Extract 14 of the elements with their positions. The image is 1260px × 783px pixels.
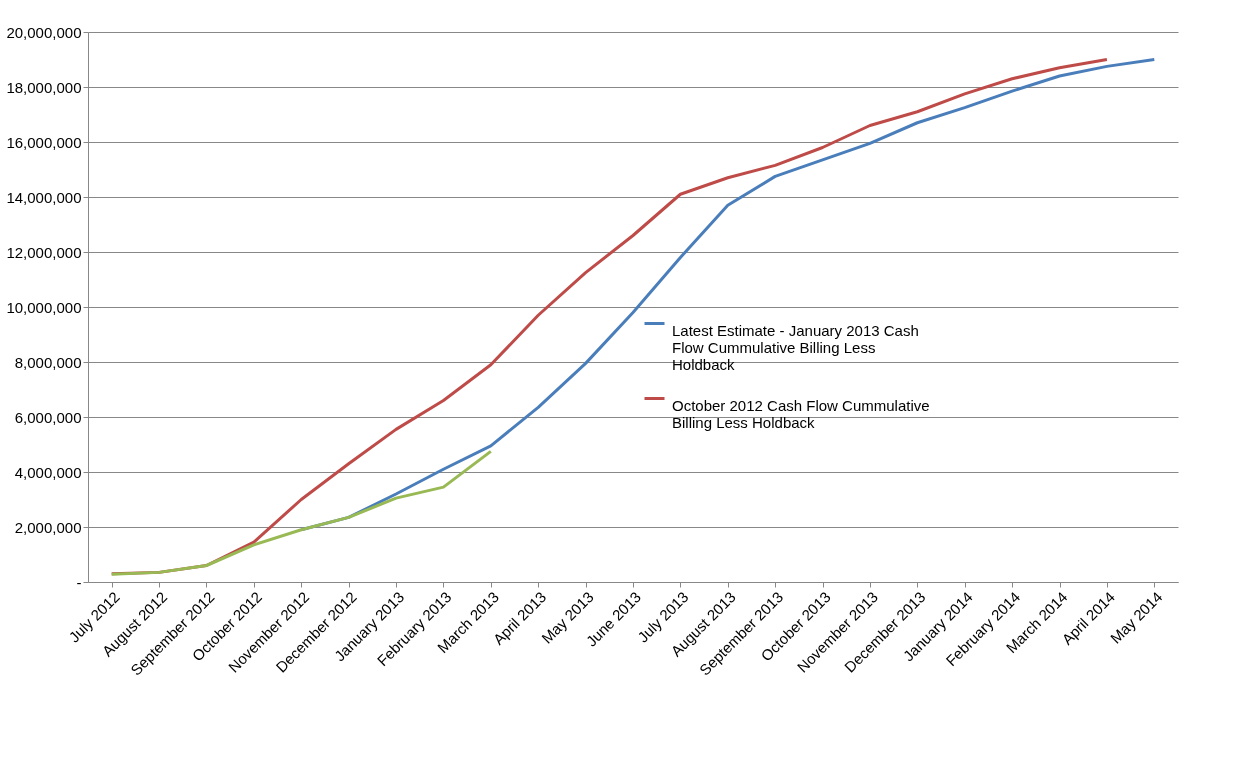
y-tick-label: 14,000,000 — [6, 188, 82, 206]
legend-label: October 2012 Cash Flow Cummulative Billing Less Holdback — [672, 396, 930, 431]
y-tick-label: 10,000,000 — [6, 298, 82, 316]
y-tick-label: 12,000,000 — [6, 243, 82, 261]
y-tick-label: 8,000,000 — [14, 353, 82, 371]
y-tick-label: 6,000,000 — [14, 408, 82, 426]
line-series — [110, 449, 493, 576]
y-tick-label: - — [76, 573, 82, 591]
legend-label: Latest Estimate - January 2013 Cash Flow Cummulative Billing Less Holdback — [672, 321, 919, 373]
y-tick-label: 20,000,000 — [6, 23, 82, 41]
y-tick-label: 16,000,000 — [6, 133, 82, 151]
y-tick-label: 4,000,000 — [14, 463, 82, 481]
y-tick-label: 18,000,000 — [6, 78, 82, 96]
y-tick-label: 2,000,000 — [14, 518, 82, 536]
